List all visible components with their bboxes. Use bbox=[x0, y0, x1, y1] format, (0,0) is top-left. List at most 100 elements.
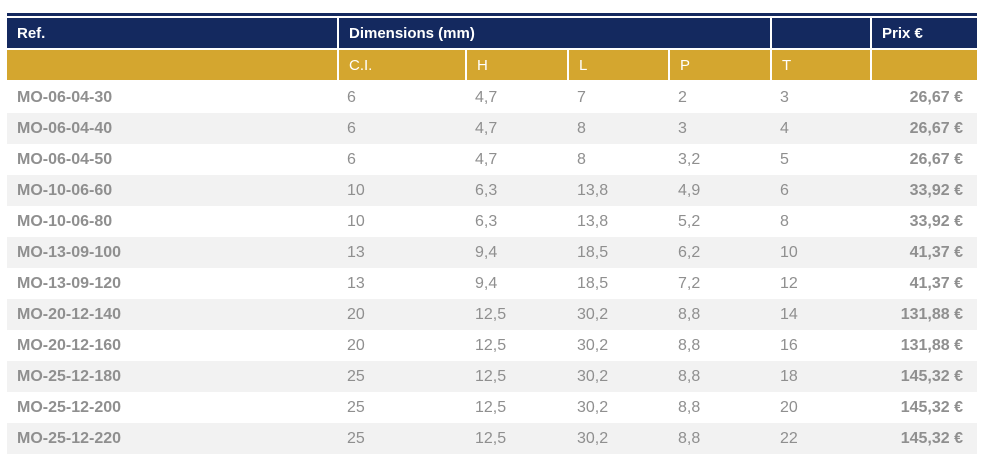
table-row: MO-10-06-80 10 6,3 13,8 5,2 8 33,92 € bbox=[7, 206, 977, 237]
ref-cell: MO-13-09-100 bbox=[17, 243, 122, 261]
t-cell: 16 bbox=[780, 336, 798, 354]
ci-cell: 6 bbox=[347, 150, 356, 168]
h-header-cell: H bbox=[467, 50, 567, 80]
table-row: MO-25-12-200 25 12,5 30,2 8,8 20 145,32 € bbox=[7, 392, 977, 423]
h-cell: 6,3 bbox=[475, 181, 498, 199]
ci-header-cell: C.I. bbox=[339, 50, 465, 80]
ci-cell: 6 bbox=[347, 119, 356, 137]
t-cell: 22 bbox=[780, 429, 798, 447]
price-cell: 26,67 € bbox=[909, 88, 963, 106]
table-row: MO-25-12-180 25 12,5 30,2 8,8 18 145,32 € bbox=[7, 361, 977, 392]
p-cell: 3,2 bbox=[678, 150, 701, 168]
p-cell: 8,8 bbox=[678, 398, 701, 416]
table-row: MO-25-12-220 25 12,5 30,2 8,8 22 145,32 € bbox=[7, 423, 977, 454]
table-top-border bbox=[7, 13, 977, 16]
header-row: Ref. Dimensions (mm) Prix € bbox=[7, 18, 977, 48]
h-cell: 4,7 bbox=[475, 88, 498, 106]
table-row: MO-06-04-30 6 4,7 7 2 3 26,67 € bbox=[7, 82, 977, 113]
t-cell: 3 bbox=[780, 88, 789, 106]
t-cell: 14 bbox=[780, 305, 798, 323]
ref-cell: MO-06-04-40 bbox=[17, 119, 113, 137]
h-cell: 9,4 bbox=[475, 274, 498, 292]
l-header-cell: L bbox=[569, 50, 668, 80]
subheader-row: C.I. H L P T bbox=[7, 50, 977, 80]
ci-cell: 13 bbox=[347, 274, 365, 292]
p-header-cell: P bbox=[670, 50, 770, 80]
price-cell: 145,32 € bbox=[900, 367, 963, 385]
price-table: Ref. Dimensions (mm) Prix € C.I. H L P T… bbox=[7, 13, 977, 454]
dimensions-header-cell: Dimensions (mm) bbox=[339, 18, 770, 48]
h-cell: 12,5 bbox=[475, 305, 507, 323]
ref-header-cell: Ref. bbox=[7, 18, 337, 48]
h-cell: 12,5 bbox=[475, 336, 507, 354]
ci-cell: 25 bbox=[347, 367, 365, 385]
t-cell: 6 bbox=[780, 181, 789, 199]
l-cell: 30,2 bbox=[577, 367, 609, 385]
t-cell: 8 bbox=[780, 212, 789, 230]
p-cell: 8,8 bbox=[678, 336, 701, 354]
table-row: MO-06-04-50 6 4,7 8 3,2 5 26,67 € bbox=[7, 144, 977, 175]
h-cell: 4,7 bbox=[475, 150, 498, 168]
price-cell: 131,88 € bbox=[900, 336, 963, 354]
t-cell: 4 bbox=[780, 119, 789, 137]
ref-cell: MO-06-04-50 bbox=[17, 150, 113, 168]
table-row: MO-10-06-60 10 6,3 13,8 4,9 6 33,92 € bbox=[7, 175, 977, 206]
ref-cell: MO-25-12-220 bbox=[17, 429, 122, 447]
t-cell: 10 bbox=[780, 243, 798, 261]
price-cell: 41,37 € bbox=[909, 243, 963, 261]
ci-cell: 25 bbox=[347, 429, 365, 447]
ref-cell: MO-10-06-60 bbox=[17, 181, 113, 199]
price-cell: 26,67 € bbox=[909, 150, 963, 168]
l-cell: 18,5 bbox=[577, 243, 609, 261]
l-cell: 13,8 bbox=[577, 181, 609, 199]
price-cell: 145,32 € bbox=[900, 429, 963, 447]
h-cell: 6,3 bbox=[475, 212, 498, 230]
t-cell: 20 bbox=[780, 398, 798, 416]
ci-cell: 10 bbox=[347, 181, 365, 199]
p-cell: 5,2 bbox=[678, 212, 701, 230]
h-cell: 12,5 bbox=[475, 398, 507, 416]
table-row: MO-20-12-160 20 12,5 30,2 8,8 16 131,88 € bbox=[7, 330, 977, 361]
ref-cell: MO-25-12-200 bbox=[17, 398, 122, 416]
price-cell: 33,92 € bbox=[909, 181, 963, 199]
price-cell: 145,32 € bbox=[900, 398, 963, 416]
p-cell: 8,8 bbox=[678, 367, 701, 385]
p-cell: 8,8 bbox=[678, 429, 701, 447]
l-cell: 8 bbox=[577, 119, 586, 137]
ref-cell: MO-13-09-120 bbox=[17, 274, 122, 292]
l-cell: 8 bbox=[577, 150, 586, 168]
prix-subheader-cell bbox=[872, 50, 977, 80]
p-cell: 4,9 bbox=[678, 181, 701, 199]
t-cell: 12 bbox=[780, 274, 798, 292]
table-row: MO-20-12-140 20 12,5 30,2 8,8 14 131,88 € bbox=[7, 299, 977, 330]
ci-cell: 20 bbox=[347, 336, 365, 354]
price-cell: 33,92 € bbox=[909, 212, 963, 230]
table-row: MO-13-09-100 13 9,4 18,5 6,2 10 41,37 € bbox=[7, 237, 977, 268]
p-cell: 2 bbox=[678, 88, 687, 106]
p-cell: 6,2 bbox=[678, 243, 701, 261]
l-cell: 30,2 bbox=[577, 336, 609, 354]
l-cell: 30,2 bbox=[577, 429, 609, 447]
l-cell: 13,8 bbox=[577, 212, 609, 230]
table-row: MO-06-04-40 6 4,7 8 3 4 26,67 € bbox=[7, 113, 977, 144]
t-cell: 18 bbox=[780, 367, 798, 385]
l-cell: 18,5 bbox=[577, 274, 609, 292]
l-cell: 30,2 bbox=[577, 305, 609, 323]
ref-cell: MO-20-12-140 bbox=[17, 305, 122, 323]
h-cell: 12,5 bbox=[475, 367, 507, 385]
h-cell: 9,4 bbox=[475, 243, 498, 261]
ci-cell: 25 bbox=[347, 398, 365, 416]
prix-header-cell: Prix € bbox=[872, 18, 977, 48]
price-cell: 131,88 € bbox=[900, 305, 963, 323]
price-cell: 26,67 € bbox=[909, 119, 963, 137]
price-cell: 41,37 € bbox=[909, 274, 963, 292]
p-cell: 8,8 bbox=[678, 305, 701, 323]
h-cell: 4,7 bbox=[475, 119, 498, 137]
ci-cell: 10 bbox=[347, 212, 365, 230]
ci-cell: 20 bbox=[347, 305, 365, 323]
ref-subheader-cell bbox=[7, 50, 337, 80]
p-cell: 3 bbox=[678, 119, 687, 137]
table-row: MO-13-09-120 13 9,4 18,5 7,2 12 41,37 € bbox=[7, 268, 977, 299]
t-cell: 5 bbox=[780, 150, 789, 168]
